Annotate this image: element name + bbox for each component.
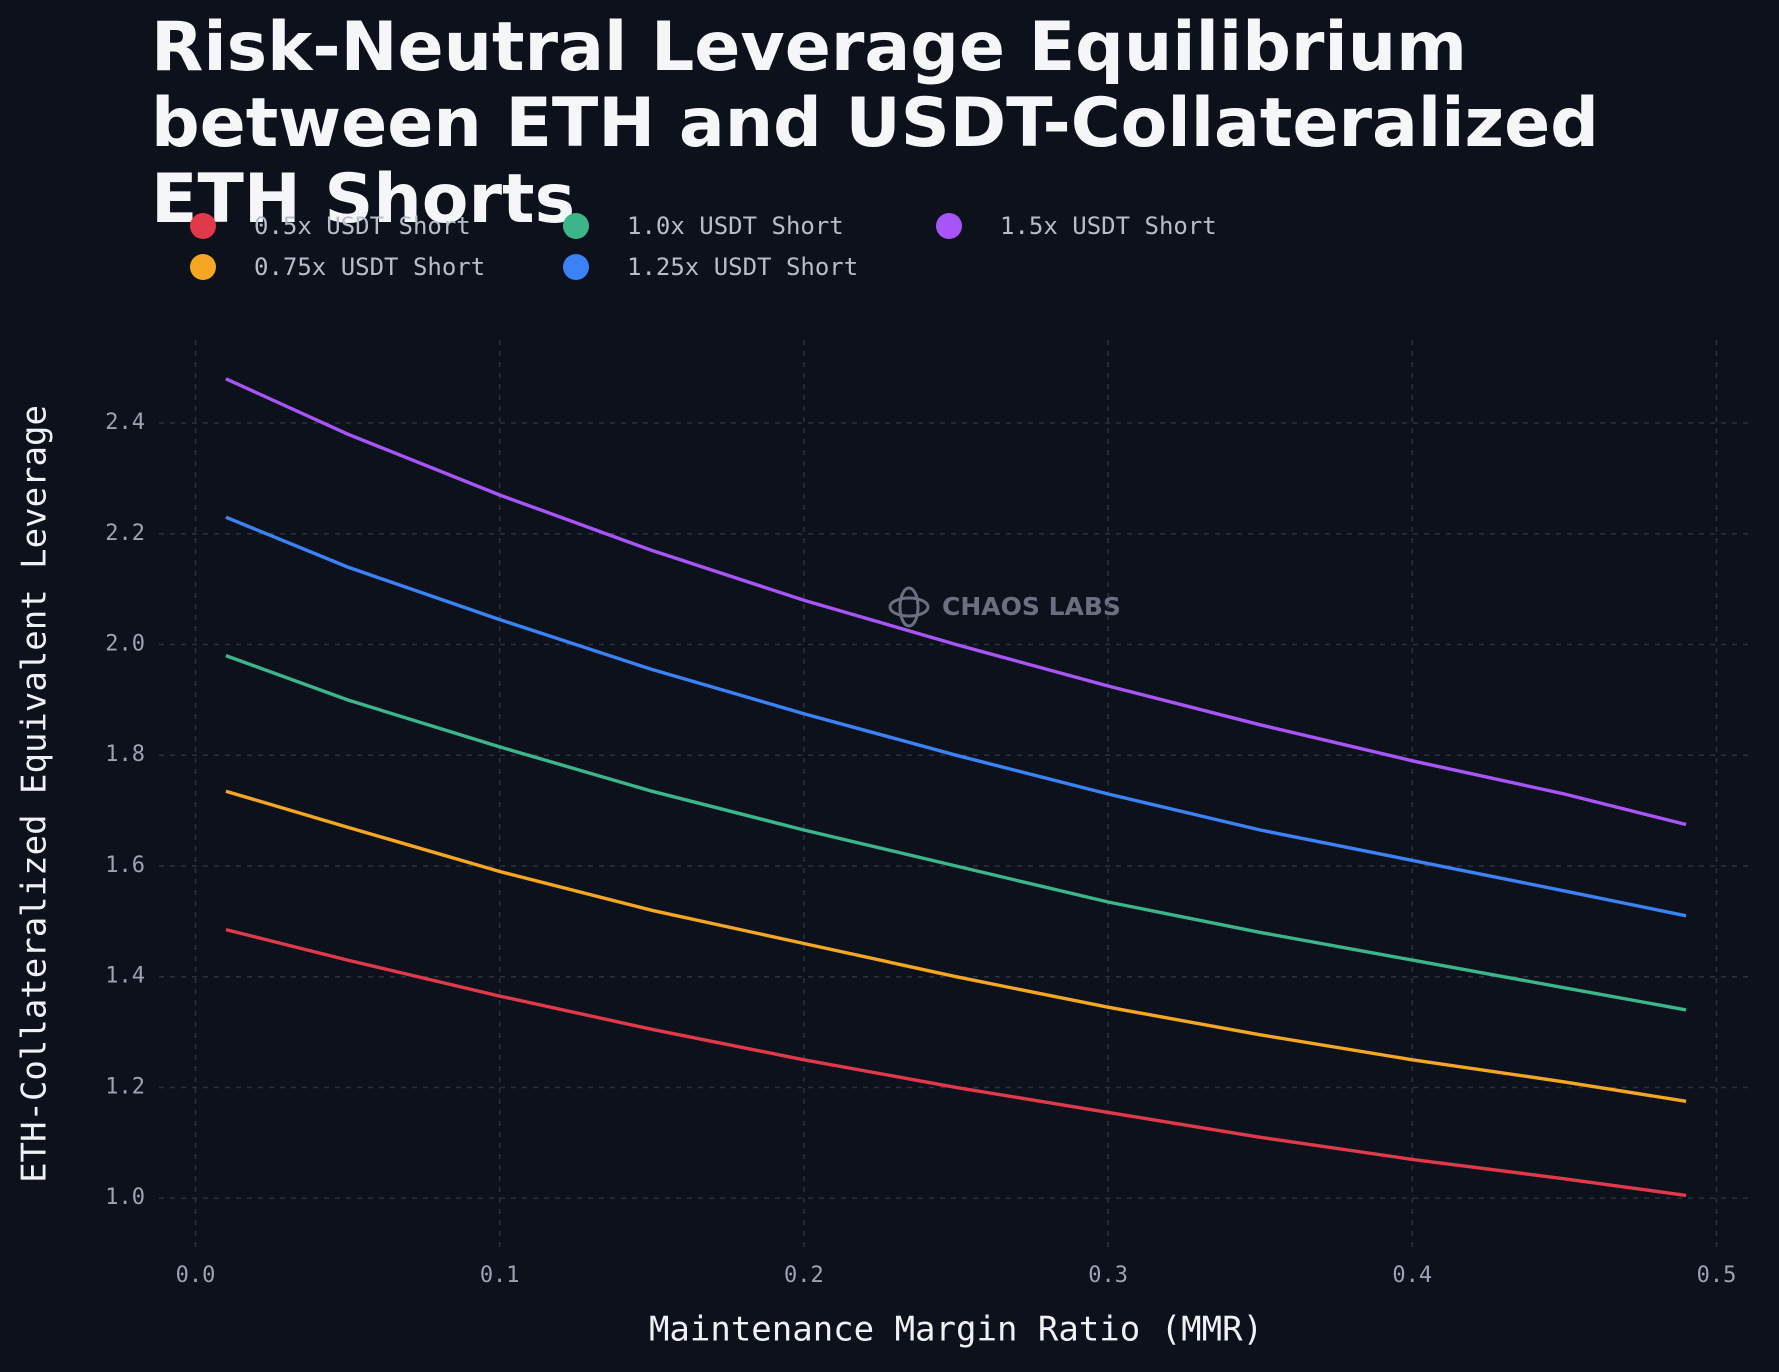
y-axis-label: ETH-Collateralized Equivalent Leverage xyxy=(15,405,55,1183)
x-tick-label: 0.1 xyxy=(480,1263,520,1288)
series-line xyxy=(225,927,1687,1198)
chart-title: Risk-Neutral Leverage Equilibrium betwee… xyxy=(151,8,1599,239)
y-tick-label: 1.0 xyxy=(105,1185,145,1210)
x-tick-label: 0.2 xyxy=(784,1263,824,1288)
y-tick-label: 2.0 xyxy=(105,632,145,657)
y-tick-label: 2.2 xyxy=(105,521,145,546)
series-line xyxy=(225,654,1687,1012)
legend-label: 0.5x USDT Short xyxy=(254,212,471,240)
watermark: CHAOS LABS xyxy=(942,592,1121,621)
series-line xyxy=(225,377,1687,827)
y-tick-label: 1.8 xyxy=(105,742,145,767)
legend-label: 1.0x USDT Short xyxy=(627,212,844,240)
series-line xyxy=(225,515,1687,918)
y-tick-label: 2.4 xyxy=(105,410,145,435)
legend-label: 1.5x USDT Short xyxy=(1000,212,1217,240)
legend-marker xyxy=(190,213,216,239)
legend-label: 1.25x USDT Short xyxy=(627,253,858,281)
watermark-icon xyxy=(888,586,930,628)
x-tick-label: 0.4 xyxy=(1392,1263,1432,1288)
x-tick-label: 0.3 xyxy=(1088,1263,1128,1288)
legend-marker xyxy=(563,254,589,280)
legend-label: 0.75x USDT Short xyxy=(254,253,485,281)
series-line xyxy=(225,789,1687,1103)
y-tick-label: 1.2 xyxy=(105,1074,145,1099)
x-axis-label: Maintenance Margin Ratio (MMR) xyxy=(649,1310,1263,1350)
x-tick-label: 0.0 xyxy=(176,1263,216,1288)
y-tick-label: 1.6 xyxy=(105,853,145,878)
x-tick-label: 0.5 xyxy=(1697,1263,1737,1288)
y-tick-label: 1.4 xyxy=(105,964,145,989)
legend-marker xyxy=(936,213,962,239)
legend-marker xyxy=(190,254,216,280)
legend-marker xyxy=(563,213,589,239)
